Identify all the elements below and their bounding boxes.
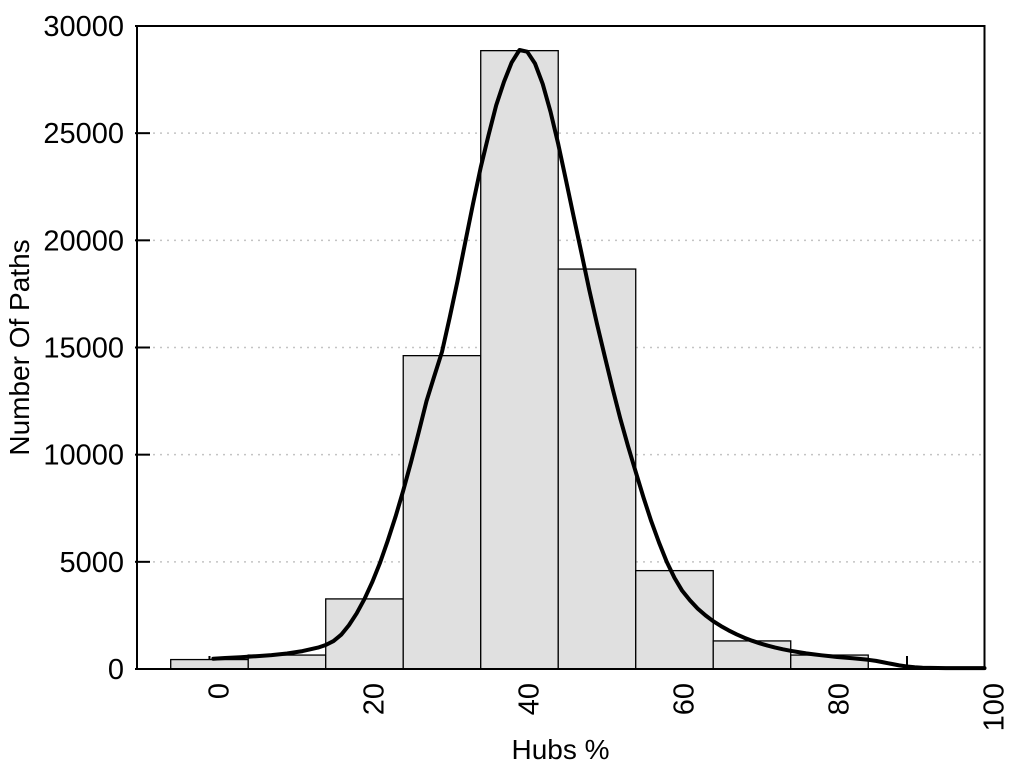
y-tick-label: 30000 bbox=[43, 11, 124, 43]
y-tick-label: 20000 bbox=[43, 225, 124, 257]
x-axis-title: Hubs % bbox=[511, 734, 609, 765]
histogram-bar bbox=[557, 268, 637, 670]
y-tick-label: 5000 bbox=[59, 547, 124, 579]
x-tick-label: 80 bbox=[823, 683, 855, 715]
x-tick-label: 20 bbox=[358, 683, 390, 715]
plot-frame bbox=[136, 25, 986, 670]
x-tick-label: 100 bbox=[979, 683, 1011, 731]
x-tick-label: 0 bbox=[203, 683, 235, 699]
x-tick-label: 60 bbox=[668, 683, 700, 715]
y-tick-label: 0 bbox=[108, 654, 124, 686]
x-tick-label: 40 bbox=[513, 683, 545, 715]
histogram-bar bbox=[402, 354, 482, 670]
histogram-bar bbox=[712, 640, 792, 670]
histogram-bar bbox=[170, 658, 249, 670]
density-curve bbox=[211, 48, 987, 671]
plot-area: 0 5000 10000 15000 20000 25000 30000 0 20 40 60 80 1… bbox=[43, 11, 1010, 731]
y-tick-label: 10000 bbox=[43, 440, 124, 472]
y-axis-title: Number Of Paths bbox=[4, 239, 35, 455]
y-tick-label: 25000 bbox=[43, 118, 124, 150]
y-tick-label: 15000 bbox=[43, 333, 124, 365]
histogram-bar bbox=[325, 598, 404, 670]
histogram-bar bbox=[480, 49, 559, 670]
histogram-bar bbox=[635, 569, 714, 670]
